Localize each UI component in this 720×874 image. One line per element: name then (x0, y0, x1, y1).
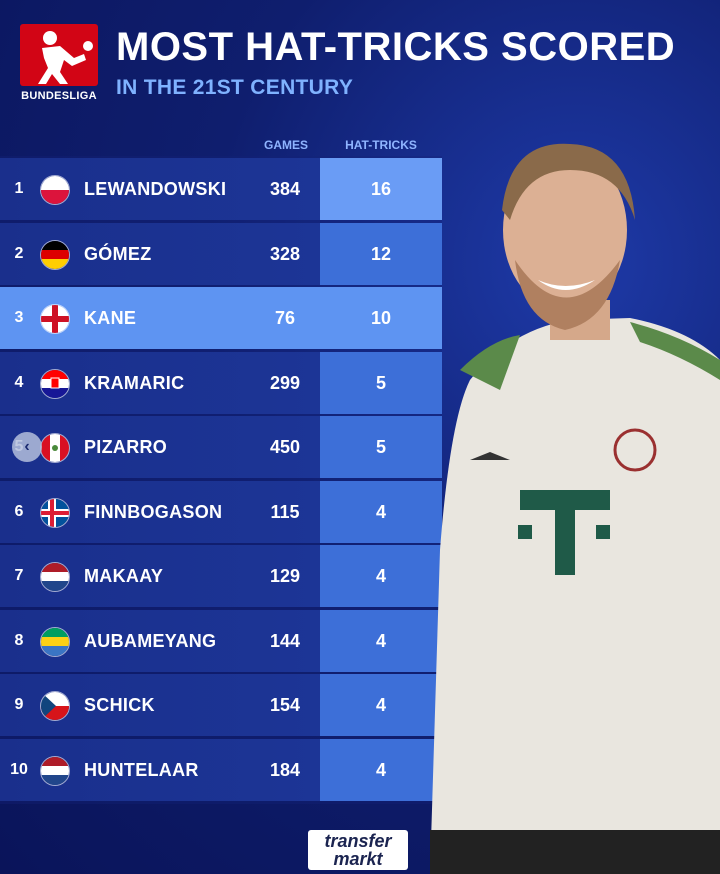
column-header-hat-tricks: HAT-TRICKS (345, 138, 417, 152)
poland-flag-icon (40, 175, 70, 205)
games-value: 129 (269, 566, 301, 586)
games-value: 450 (269, 437, 301, 457)
hat-tricks-value: 10 (370, 308, 392, 328)
previous-button[interactable]: ‹ (12, 432, 42, 462)
hat-tricks-cell (320, 480, 442, 543)
hat-tricks-cell (320, 738, 442, 801)
peru-flag-icon (40, 433, 70, 463)
hat-tricks-cell (320, 674, 442, 736)
table-row: 6 FINNBOGASON 115 4 (0, 480, 442, 543)
transfermarkt-logo-line1: transfer (324, 831, 392, 851)
games-value: 115 (270, 501, 300, 522)
player-name: FINNBOGASON (84, 501, 223, 522)
games-value: 299 (269, 372, 301, 393)
player-name: SCHICK (84, 695, 155, 715)
table-row: 9 SCHICK 154 4 (0, 674, 442, 736)
hat-tricks-value: 4 (375, 566, 386, 586)
player-name: LEWANDOWSKI (84, 179, 227, 199)
table-row: 3 KANE 76 10 (0, 287, 442, 349)
chevron-left-icon: ‹ (24, 438, 30, 455)
hat-tricks-cell (320, 222, 442, 285)
rank-number: 10 (10, 760, 28, 778)
player-name: GÓMEZ (84, 243, 152, 264)
rank-number: 6 (14, 502, 24, 520)
hat-tricks-value: 4 (375, 695, 386, 715)
hat-tricks-cell (320, 609, 442, 672)
hat-tricks-cell (320, 351, 442, 414)
hat-tricks-value: 5 (375, 437, 386, 457)
hat-tricks-cell (320, 416, 442, 478)
rank-number: 3 (14, 309, 24, 326)
games-value: 328 (269, 243, 301, 264)
player-name: PIZARRO (84, 437, 168, 457)
rank-number: 2 (14, 244, 24, 262)
table-row: 1 LEWANDOWSKI 384 16 (0, 158, 442, 220)
hat-tricks-value: 12 (370, 243, 392, 264)
table-row: 8 AUBAMEYANG 144 4 (0, 609, 442, 672)
page-title: MOST HAT-TRICKS SCORED (116, 25, 676, 69)
games-value: 154 (269, 695, 301, 715)
table-row: 10 HUNTELAAR 184 4 (0, 738, 442, 801)
hat-tricks-value: 16 (370, 179, 392, 199)
games-value: 144 (269, 630, 301, 651)
hat-tricks-cell (320, 545, 442, 607)
hat-tricks-value: 4 (375, 630, 386, 651)
player-name: KANE (84, 308, 137, 328)
transfermarkt-logo-line2: markt (333, 849, 383, 869)
player-name: MAKAAY (84, 566, 164, 586)
hat-tricks-value: 4 (375, 759, 386, 780)
games-value: 76 (274, 308, 296, 328)
column-header-games: GAMES (263, 138, 308, 152)
transfermarkt-logo: transfer markt (308, 830, 408, 870)
rank-number: 8 (14, 631, 24, 649)
rank-number: 7 (14, 567, 24, 584)
player-name: HUNTELAAR (84, 759, 199, 780)
hat-tricks-value: 5 (375, 372, 386, 393)
hat-tricks-cell (320, 287, 442, 349)
bundesliga-logo-text: BUNDESLIGA (21, 90, 97, 102)
games-value: 184 (269, 759, 301, 780)
bundesliga-logo: BUNDESLIGA (20, 24, 98, 102)
table-row: 4 KRAMARIC 299 5 (0, 351, 442, 414)
rank-number: 4 (14, 373, 24, 391)
rank-number: 9 (14, 696, 24, 713)
iceland-flag-icon (40, 497, 70, 528)
netherlands-flag-icon (40, 562, 70, 592)
table-row: 7 MAKAAY 129 4 (0, 545, 442, 607)
hat-tricks-cell (320, 158, 442, 220)
croatia-flag-icon (40, 368, 70, 399)
player-name: KRAMARIC (84, 372, 185, 393)
rank-number: 1 (14, 180, 24, 197)
games-value: 384 (269, 179, 301, 199)
table-row: 2 GÓMEZ 328 12 (0, 222, 442, 285)
page-subtitle: IN THE 21ST CENTURY (116, 76, 354, 99)
netherlands-flag-icon (40, 755, 70, 786)
gabon-flag-icon (40, 626, 70, 657)
england-flag-icon (40, 304, 70, 334)
czechia-flag-icon (40, 691, 70, 721)
player-name: AUBAMEYANG (84, 630, 217, 651)
germany-flag-icon (40, 239, 70, 270)
bundesliga-logo-mark (20, 24, 98, 86)
hat-tricks-value: 4 (375, 501, 386, 522)
player-photo (430, 143, 720, 874)
